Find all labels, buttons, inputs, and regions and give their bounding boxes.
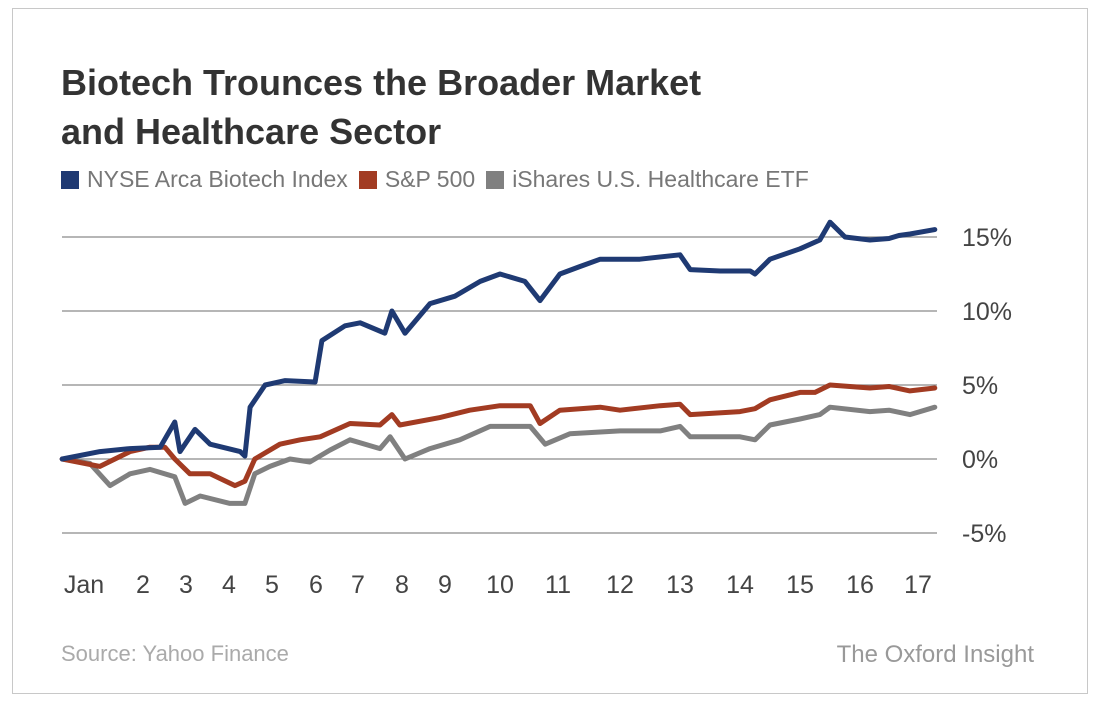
y-tick-label: 0% (962, 446, 998, 474)
x-tick-label: 13 (666, 571, 694, 599)
y-tick-label: 10% (962, 298, 1012, 326)
x-tick-label: 3 (179, 571, 193, 599)
legend-label: NYSE Arca Biotech Index (87, 166, 348, 192)
legend-label: iShares U.S. Healthcare ETF (512, 166, 809, 192)
x-tick-label: 7 (351, 571, 365, 599)
brand-label: The Oxford Insight (836, 641, 1034, 668)
legend-item-biotech: NYSE Arca Biotech Index (61, 166, 348, 193)
x-tick-label: 4 (222, 571, 236, 599)
x-tick-label: 15 (786, 571, 814, 599)
chart-title: Biotech Trounces the Broader Market and … (61, 58, 701, 156)
series-line-0 (59, 219, 938, 462)
x-tick-label: 17 (904, 571, 932, 599)
series-line-1 (59, 382, 938, 489)
x-tick-label: 11 (545, 571, 571, 599)
chart-title-line-1: Biotech Trounces the Broader Market (61, 62, 702, 103)
series-line-2 (59, 404, 938, 506)
x-tick-label: 2 (136, 571, 150, 599)
x-tick-label: 10 (486, 571, 514, 599)
chart-title-line-2: and Healthcare Sector (61, 111, 442, 152)
legend-item-healthcare: iShares U.S. Healthcare ETF (486, 166, 809, 193)
y-tick-label: 15% (962, 224, 1012, 252)
legend-swatch (486, 170, 505, 189)
x-tick-label: 12 (606, 571, 634, 599)
legend-swatch (61, 170, 79, 189)
x-tick-label: 5 (265, 571, 279, 599)
x-tick-label: 6 (309, 571, 323, 599)
x-tick-label: Jan (64, 571, 104, 599)
legend-label: S&P 500 (384, 166, 476, 192)
chart-frame (12, 8, 1088, 694)
y-tick-label: -5% (962, 520, 1006, 548)
y-tick-label: 5% (962, 372, 998, 400)
x-tick-label: 14 (726, 571, 754, 599)
source-note: Source: Yahoo Finance (61, 641, 289, 666)
x-tick-label: 16 (846, 571, 874, 599)
chart-legend: NYSE Arca Biotech Index S&P 500 iShares … (61, 166, 820, 193)
x-tick-label: 9 (438, 571, 452, 599)
legend-item-sp500: S&P 500 (358, 166, 476, 193)
x-tick-label: 8 (395, 571, 409, 599)
legend-swatch (358, 170, 377, 189)
